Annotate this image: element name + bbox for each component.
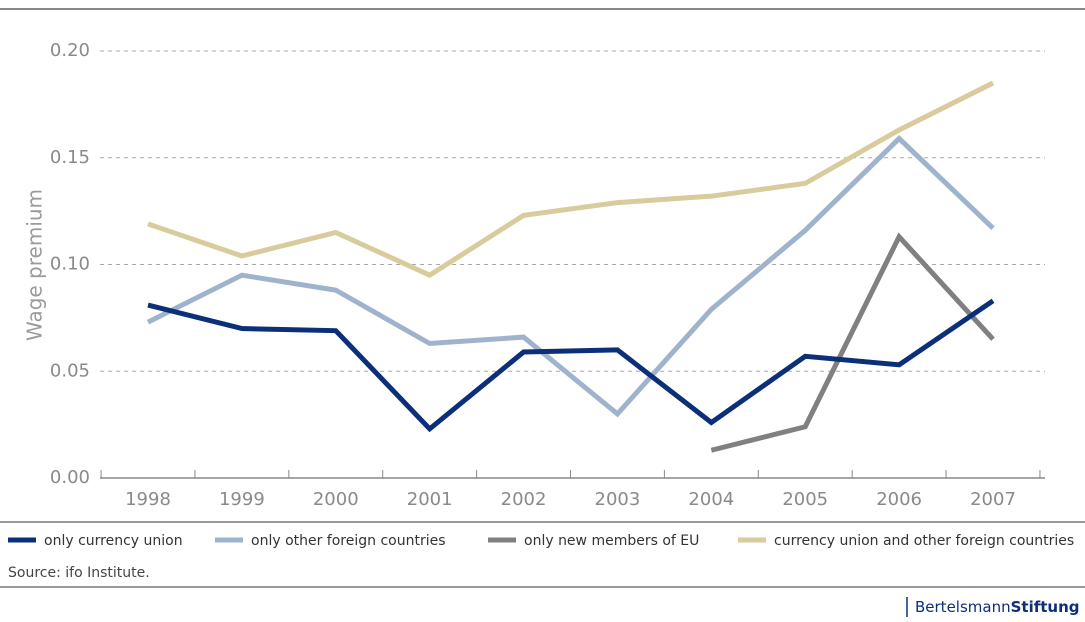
x-tick-label: 1999: [219, 489, 265, 510]
x-tick-label: 2007: [970, 489, 1016, 510]
x-tick-label: 2005: [782, 489, 828, 510]
x-tick-label: 2002: [501, 489, 547, 510]
x-tick-label: 2000: [313, 489, 359, 510]
series-line: [147, 80, 995, 279]
series-line: [710, 232, 995, 453]
legend-label: only currency union: [44, 533, 183, 549]
series-line: [146, 135, 995, 418]
y-tick-label: 0.00: [50, 467, 90, 488]
y-tick-label: 0.05: [50, 360, 90, 381]
y-axis-label: Wage premium: [23, 189, 47, 341]
legend-label: only new members of EU: [524, 533, 699, 549]
y-tick-label: 0.20: [50, 40, 90, 61]
x-tick-label: 2006: [876, 489, 922, 510]
legend-label: currency union and other foreign countri…: [774, 533, 1074, 549]
source: Source: ifo Institute.: [8, 565, 150, 581]
x-tick-label: 2004: [688, 489, 734, 510]
series-line: [147, 298, 995, 433]
x-tick-label: 2001: [407, 489, 453, 510]
logo: BertelsmannStiftung: [915, 598, 1080, 616]
y-tick-label: 0.15: [50, 147, 90, 168]
x-tick-label: 1998: [125, 489, 171, 510]
y-tick-label: 0.10: [50, 254, 90, 275]
x-tick-label: 2003: [595, 489, 641, 510]
legend-label: only other foreign countries: [251, 533, 446, 549]
